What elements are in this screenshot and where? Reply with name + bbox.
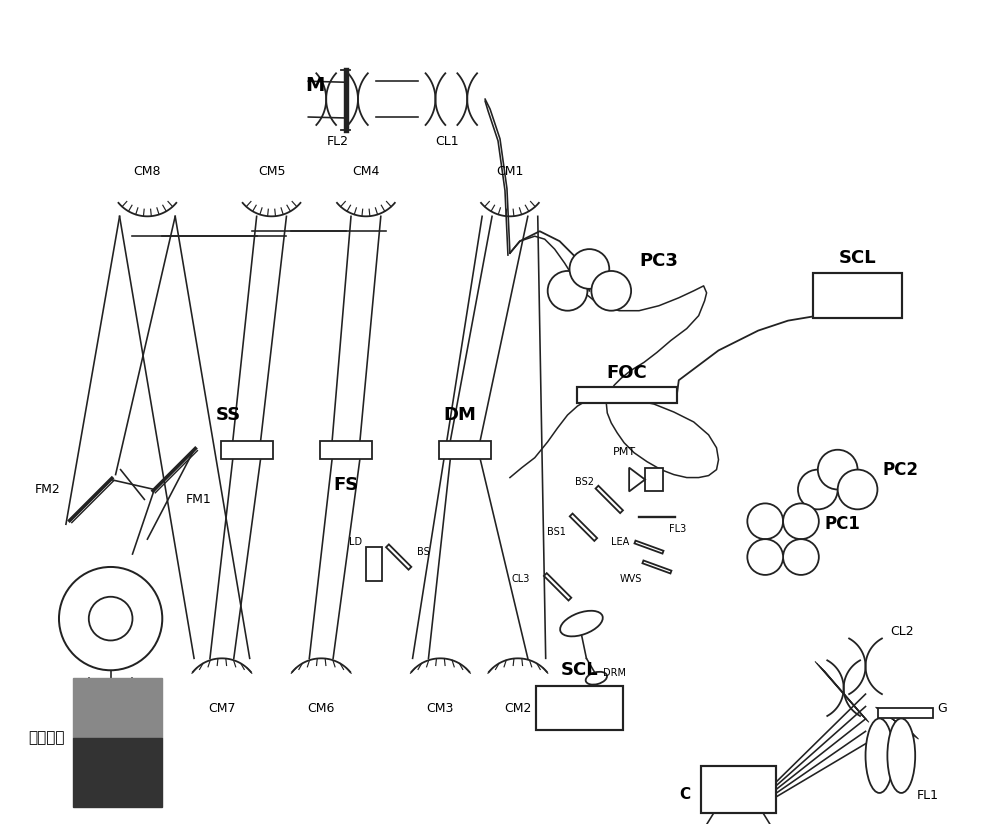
Polygon shape	[386, 544, 411, 570]
Circle shape	[59, 567, 162, 670]
Ellipse shape	[586, 672, 607, 685]
Text: FM1: FM1	[186, 493, 212, 506]
Polygon shape	[878, 708, 933, 718]
Ellipse shape	[560, 611, 603, 637]
Bar	[221, 441, 273, 459]
Circle shape	[818, 450, 858, 490]
Text: CM7: CM7	[208, 701, 236, 715]
Circle shape	[591, 271, 631, 311]
Text: PMT: PMT	[613, 447, 636, 457]
Circle shape	[89, 597, 132, 640]
Bar	[366, 547, 382, 581]
Text: FOC: FOC	[607, 364, 648, 382]
Text: LD: LD	[349, 537, 362, 547]
Bar	[439, 441, 491, 459]
Bar	[645, 467, 663, 491]
Text: FM2: FM2	[35, 483, 61, 496]
Text: FL2: FL2	[327, 136, 349, 148]
Text: CL2: CL2	[890, 625, 914, 638]
Circle shape	[783, 539, 819, 575]
Text: SCL: SCL	[839, 249, 876, 267]
Text: PC3: PC3	[639, 252, 678, 270]
Polygon shape	[570, 514, 597, 541]
Text: BS: BS	[417, 547, 429, 557]
Text: CM1: CM1	[496, 165, 524, 178]
Text: CM6: CM6	[308, 701, 335, 715]
Circle shape	[838, 470, 877, 509]
Text: 视锥细胞: 视锥细胞	[28, 730, 65, 745]
Bar	[577, 387, 677, 403]
Polygon shape	[634, 541, 664, 553]
Circle shape	[798, 470, 838, 509]
Bar	[73, 678, 162, 738]
Text: CM2: CM2	[504, 701, 532, 715]
Text: PC1: PC1	[825, 515, 861, 533]
Text: BS1: BS1	[547, 527, 566, 538]
Circle shape	[570, 249, 609, 289]
Bar	[701, 766, 776, 813]
Ellipse shape	[866, 719, 893, 793]
Text: CM8: CM8	[134, 165, 161, 178]
Text: FL3: FL3	[669, 524, 686, 534]
Text: C: C	[680, 787, 691, 802]
Text: FL1: FL1	[917, 789, 939, 802]
Circle shape	[747, 539, 783, 575]
Polygon shape	[544, 573, 571, 600]
Bar	[73, 738, 162, 807]
Text: CM4: CM4	[352, 165, 380, 178]
Text: CL3: CL3	[511, 574, 530, 584]
Text: CL1: CL1	[436, 136, 459, 148]
Text: FS: FS	[333, 476, 359, 494]
Ellipse shape	[887, 719, 915, 793]
Text: CM3: CM3	[427, 701, 454, 715]
Circle shape	[548, 271, 587, 311]
Polygon shape	[596, 485, 623, 513]
Text: LEA: LEA	[611, 537, 629, 547]
Text: BS2: BS2	[575, 476, 594, 486]
Polygon shape	[642, 561, 671, 573]
Bar	[320, 441, 372, 459]
Text: SS: SS	[216, 406, 241, 424]
Text: DM: DM	[444, 406, 477, 424]
Bar	[536, 686, 623, 730]
Text: DRM: DRM	[603, 668, 626, 678]
Bar	[813, 274, 902, 318]
Text: M: M	[305, 76, 324, 95]
Text: PC2: PC2	[882, 461, 918, 479]
Text: G: G	[937, 701, 947, 715]
Circle shape	[783, 504, 819, 539]
Text: SCL: SCL	[561, 662, 598, 679]
Circle shape	[747, 504, 783, 539]
Polygon shape	[629, 467, 645, 491]
Text: CM5: CM5	[258, 165, 285, 178]
Text: WVS: WVS	[620, 574, 642, 584]
